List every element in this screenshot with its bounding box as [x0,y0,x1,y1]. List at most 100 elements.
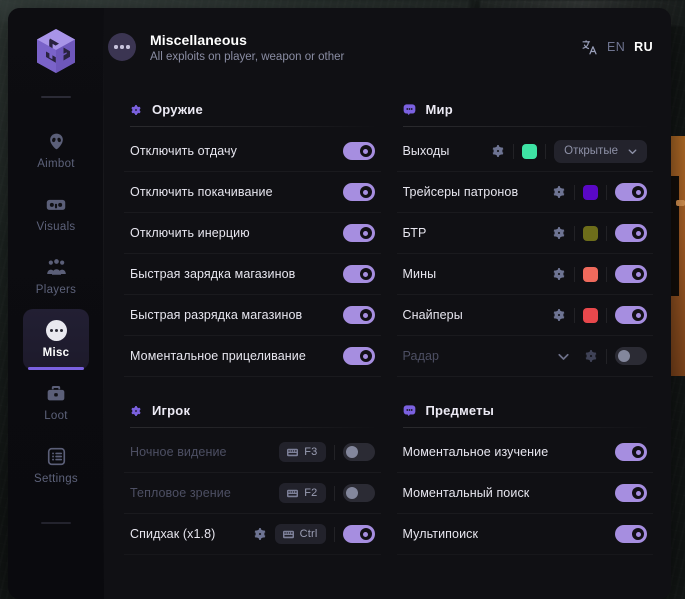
sidebar-item-label: Aimbot [37,157,75,170]
keybind-badge[interactable]: Ctrl [274,524,326,544]
lang-option-en[interactable]: EN [606,40,626,54]
sidebar-item-misc[interactable]: Misc [23,309,89,370]
language-switcher: EN RU [581,39,653,56]
toggle-switch[interactable] [615,525,647,543]
keybind-badge[interactable]: F3 [279,442,326,462]
setting-row[interactable]: Трейсеры патронов [396,172,653,213]
toggle-switch[interactable] [342,484,375,502]
settings-section: Предметы Моментальное изучение Моментальны… [396,393,653,555]
section-divider [130,126,379,127]
main-area: Miscellaneous All exploits on player, we… [104,8,671,599]
setting-controls [615,525,647,543]
toggle-switch[interactable] [615,224,647,242]
sidebar-item-label: Players [35,283,77,296]
toggle-switch[interactable] [615,347,647,365]
keybind-badge[interactable]: F2 [279,483,326,503]
toggle-switch[interactable] [615,183,647,201]
control-divider [574,184,575,200]
sidebar-item-players[interactable]: Players [23,246,89,307]
setting-label: Отключить покачивание [130,185,273,199]
keybind-key: F2 [304,487,318,499]
setting-row[interactable]: Отключить покачивание [124,172,381,213]
sidebar-item-label: Visuals [36,220,76,233]
settings-section: Оружие Отключить отдачу Отключить покачива… [124,92,381,377]
settings-section: Мир Выходы Открытые Трейсеры патронов БТР … [396,92,653,377]
toggle-knob [359,268,372,280]
section-header: Оружие [124,92,381,126]
dots-icon [45,319,67,341]
gear-icon[interactable] [491,144,505,158]
chevron-down-icon[interactable] [551,348,576,365]
toggle-switch[interactable] [615,265,647,283]
globe-section-icon [403,404,416,417]
setting-row[interactable]: Мины [396,254,653,295]
toggle-switch[interactable] [615,484,647,502]
cheat-menu-panel: Aimbot Visuals [8,8,671,599]
setting-row[interactable]: БТР [396,213,653,254]
color-swatch[interactable] [583,225,598,241]
toggle-switch[interactable] [615,306,647,324]
setting-row[interactable]: Моментальный поиск [396,473,653,514]
color-swatch[interactable] [583,184,598,200]
toggle-switch[interactable] [342,347,375,365]
toggle-switch[interactable] [342,183,375,201]
sidebar-bottom-divider [41,522,71,524]
dropdown-select[interactable]: Открытые [554,139,647,163]
setting-controls [615,484,647,502]
setting-row[interactable]: Отключить инерцию [124,213,381,254]
setting-row[interactable]: Быстрая разрядка магазинов [124,295,381,336]
setting-row[interactable]: Выходы Открытые [396,131,653,172]
toggle-switch[interactable] [342,265,375,283]
sidebar-item-settings[interactable]: Settings [23,435,89,496]
right-column: Мир Выходы Открытые Трейсеры патронов БТР … [396,92,653,599]
toggle-switch[interactable] [615,443,647,461]
color-swatch[interactable] [522,143,538,159]
toggle-knob [359,186,372,198]
gear-icon[interactable] [552,267,566,281]
setting-row[interactable]: Радар [396,336,653,377]
toggle-switch[interactable] [342,306,375,324]
setting-controls [342,142,375,160]
section-title: Оружие [152,102,203,117]
setting-row[interactable]: Моментальное прицеливание [124,336,381,377]
setting-label: Мины [402,267,437,281]
control-divider [574,307,575,323]
control-divider [333,485,335,501]
setting-row[interactable]: Отключить отдачу [124,131,381,172]
dropdown-value: Открытые [564,145,618,157]
setting-row[interactable]: Тепловое зрение F2 [124,473,381,514]
toggle-knob [345,487,358,499]
gear-icon[interactable] [552,185,566,199]
gear-icon[interactable] [584,349,598,363]
gear-section-icon [130,405,142,417]
setting-controls: F2 [279,483,375,503]
section-divider [130,427,379,428]
keybind-key: F3 [304,446,318,458]
sidebar-item-loot[interactable]: Loot [23,372,89,433]
color-swatch[interactable] [583,307,598,323]
control-divider [606,348,607,364]
color-swatch[interactable] [583,266,598,282]
gear-icon[interactable] [552,308,566,322]
toggle-switch[interactable] [342,525,375,543]
toggle-switch[interactable] [342,224,375,242]
keyboard-icon [282,530,294,539]
toggle-switch[interactable] [342,142,375,160]
setting-row[interactable]: Мультипоиск [396,514,653,555]
sidebar-item-visuals[interactable]: Visuals [23,183,89,244]
gear-icon[interactable] [552,226,566,240]
setting-row[interactable]: Моментальное изучение [396,432,653,473]
setting-row[interactable]: Быстрая зарядка магазинов [124,254,381,295]
app-logo [32,26,80,76]
toggle-switch[interactable] [342,443,375,461]
lang-option-ru[interactable]: RU [634,40,653,54]
setting-controls [552,183,647,201]
setting-label: Отключить отдачу [130,144,237,158]
setting-row[interactable]: Спидхак (x1.8) Ctrl [124,514,381,555]
sidebar-item-label: Misc [42,346,70,359]
section-divider [402,126,651,127]
sidebar-item-aimbot[interactable]: Aimbot [23,120,89,181]
setting-row[interactable]: Ночное видение F3 [124,432,381,473]
gear-icon[interactable] [253,527,267,541]
setting-row[interactable]: Снайперы [396,295,653,336]
